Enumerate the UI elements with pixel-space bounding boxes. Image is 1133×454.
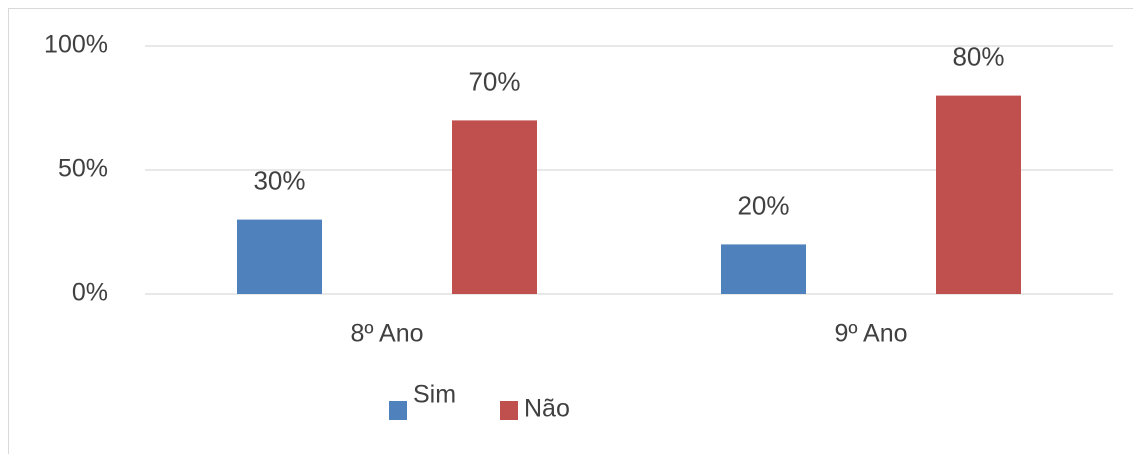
data-label: 20% — [737, 190, 789, 220]
bar — [452, 120, 537, 295]
data-label: 80% — [952, 41, 1004, 71]
x-tick-label: 8º Ano — [350, 320, 423, 348]
legend-label: Não — [524, 395, 570, 423]
x-tick-label: 9º Ano — [834, 320, 907, 348]
bar — [936, 95, 1021, 294]
y-tick-label: 0% — [72, 279, 108, 307]
data-label: 30% — [253, 165, 305, 195]
bar — [721, 244, 806, 294]
y-tick-label: 50% — [58, 155, 108, 183]
legend-swatch — [500, 401, 518, 420]
legend-label: Sim — [413, 381, 456, 409]
legend-swatch — [389, 401, 407, 420]
data-label: 70% — [468, 66, 520, 96]
bar — [237, 219, 322, 294]
y-tick-label: 100% — [44, 31, 108, 59]
